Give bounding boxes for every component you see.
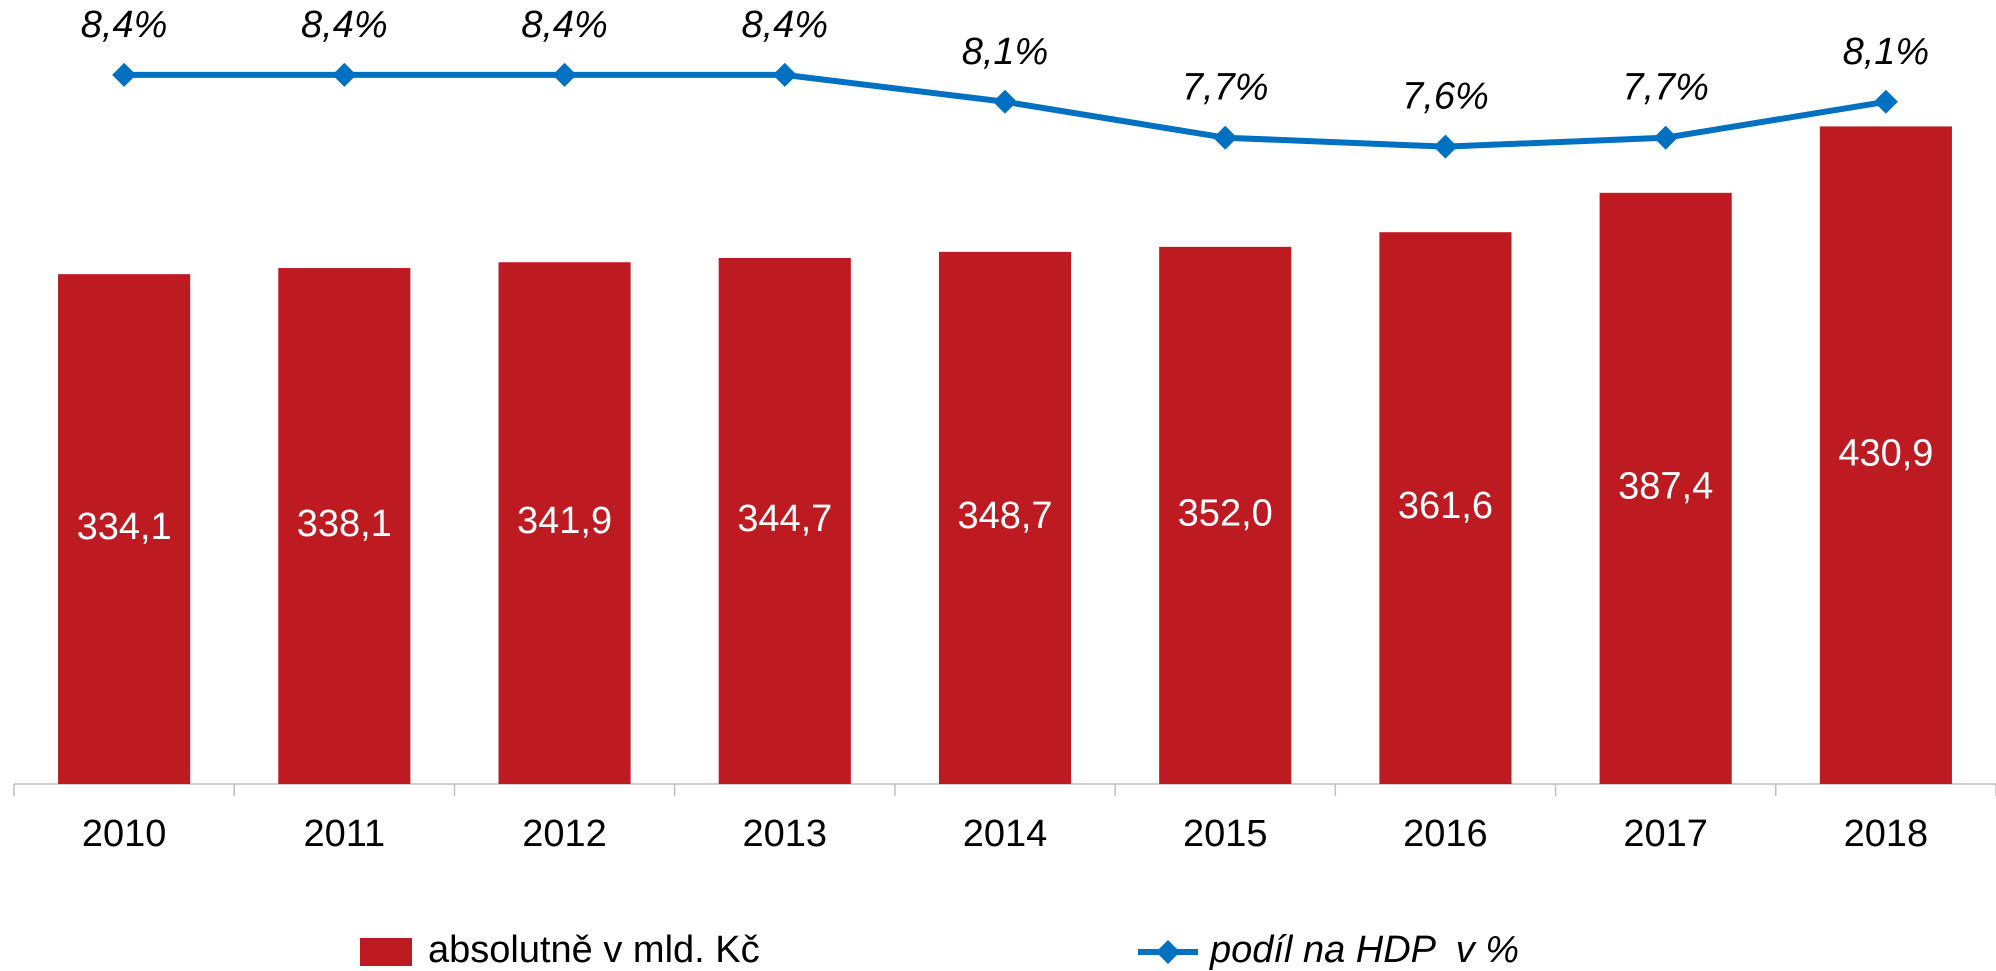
line-value-label: 8,4% — [521, 4, 608, 46]
bar — [1819, 126, 1952, 785]
bar-value-label: 338,1 — [297, 503, 392, 545]
bar-value-label: 352,0 — [1178, 492, 1273, 534]
line-marker — [552, 62, 577, 87]
bar-value-label: 348,7 — [957, 495, 1052, 537]
line-value-label: 7,7% — [1182, 67, 1269, 109]
bar — [498, 262, 631, 784]
bar — [1379, 232, 1512, 785]
line-marker — [112, 62, 137, 87]
x-tick-label: 2012 — [522, 813, 607, 855]
bar — [58, 274, 191, 784]
bar-value-label: 387,4 — [1618, 465, 1713, 507]
bar-value-label: 334,1 — [77, 506, 172, 548]
x-tick-label: 2014 — [963, 813, 1048, 855]
line-value-label: 8,1% — [962, 31, 1049, 73]
x-tick-label: 2016 — [1403, 813, 1488, 855]
x-tick-label: 2011 — [303, 813, 385, 855]
x-tick-label: 2017 — [1623, 813, 1708, 855]
bar-value-label: 361,6 — [1398, 485, 1493, 527]
bar — [278, 268, 411, 784]
line-marker — [1873, 89, 1898, 114]
legend-label: absolutně v mld. Kč — [428, 929, 760, 971]
bar — [938, 251, 1072, 785]
x-tick-label: 2013 — [743, 813, 828, 855]
bar-value-label: 430,9 — [1838, 432, 1933, 474]
x-tick-label: 2010 — [82, 813, 167, 855]
line-marker — [332, 62, 357, 87]
line-marker — [1653, 125, 1678, 150]
line-value-label: 7,7% — [1622, 67, 1709, 109]
line-value-label: 8,4% — [301, 4, 388, 46]
legend-swatch — [360, 938, 412, 966]
line-value-label: 8,4% — [81, 4, 168, 46]
line-value-label: 8,4% — [741, 4, 828, 46]
bar — [1159, 246, 1292, 784]
line-marker — [1213, 125, 1238, 150]
x-tick-label: 2018 — [1844, 813, 1929, 855]
bar-value-label: 341,9 — [517, 500, 612, 542]
line-marker — [772, 62, 797, 87]
bar-value-label: 344,7 — [737, 498, 832, 540]
bar — [718, 257, 851, 784]
legend-marker — [1156, 940, 1180, 964]
line-value-label: 8,1% — [1843, 31, 1930, 73]
line-marker — [993, 89, 1017, 114]
legend-label: podíl na HDP v % — [1209, 929, 1519, 971]
line-marker — [1433, 134, 1458, 159]
x-tick-label: 2015 — [1183, 813, 1268, 855]
bar — [1599, 192, 1732, 784]
line-value-label: 7,6% — [1402, 76, 1489, 118]
